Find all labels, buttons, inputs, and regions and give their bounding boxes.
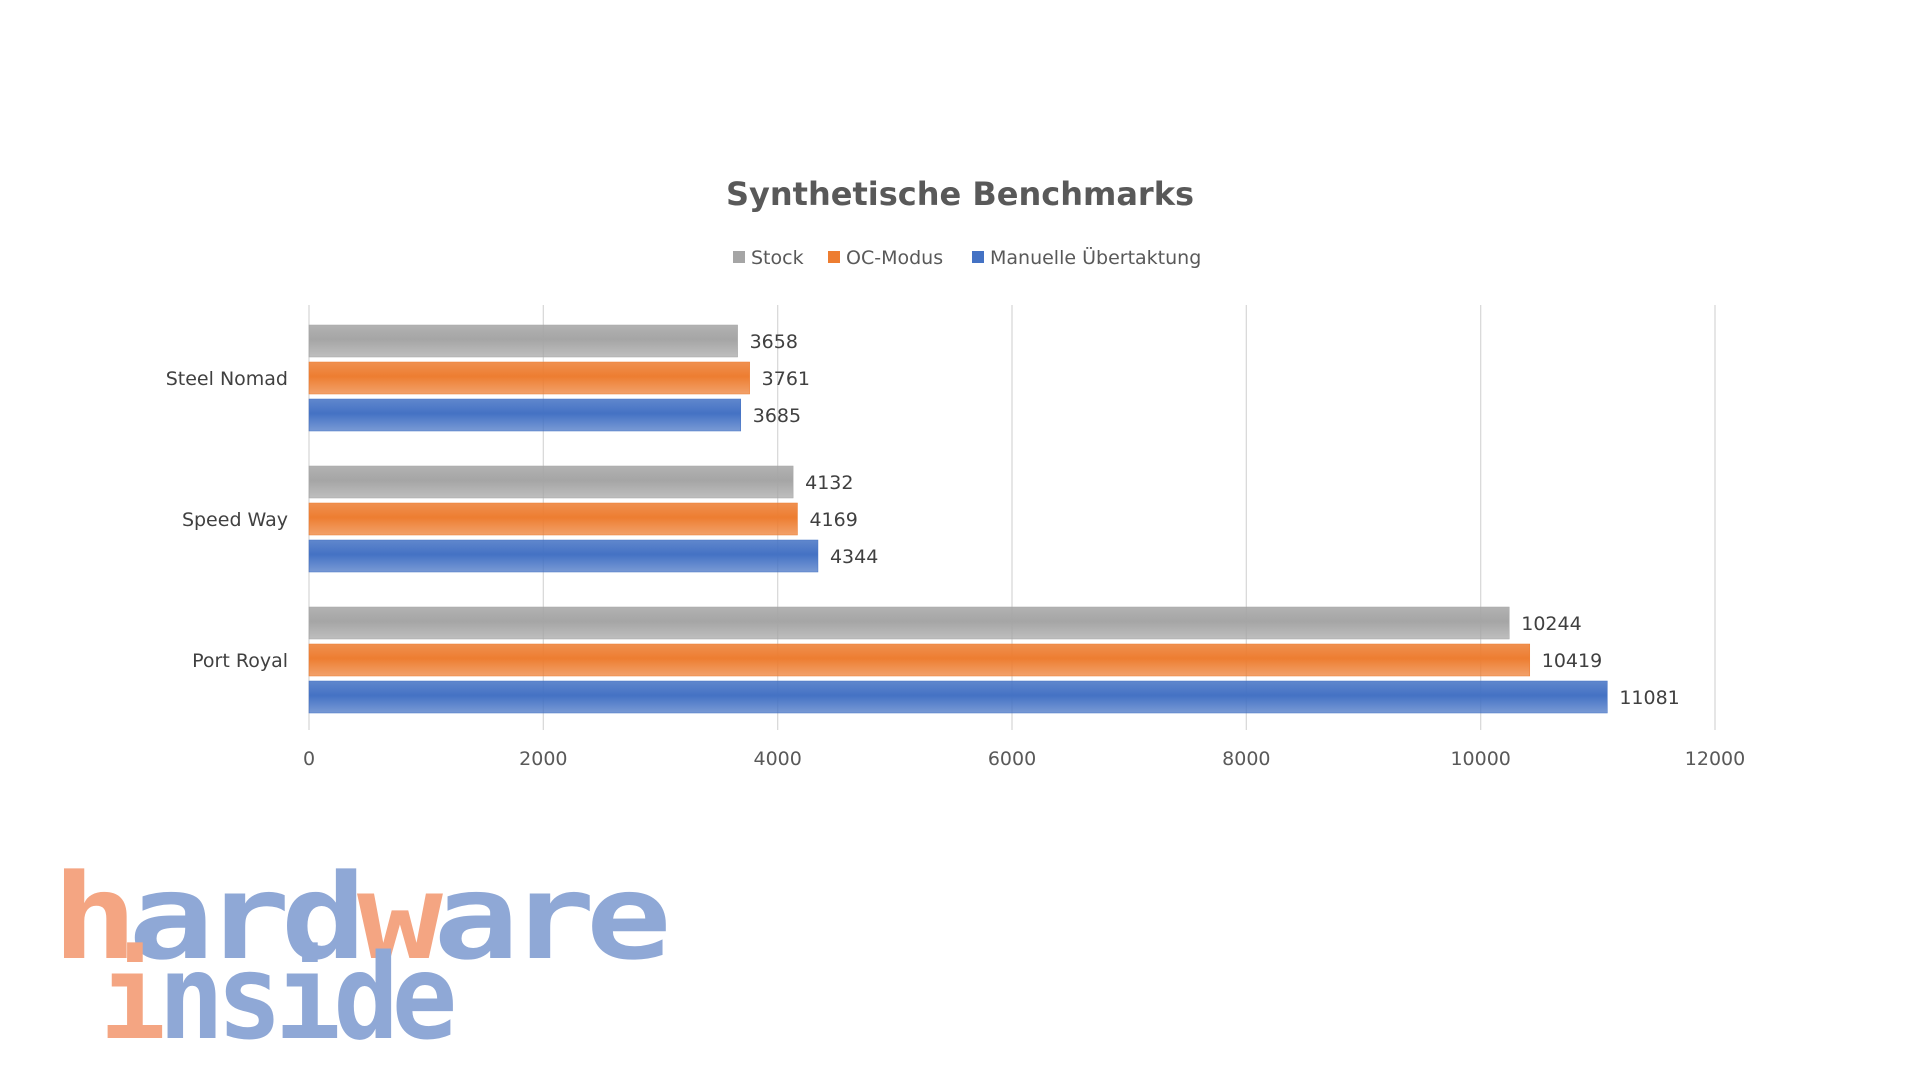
data-label-steel-nomad-manuelle-bertaktung: 3685 (753, 405, 801, 427)
category-label-speed-way: Speed Way (182, 509, 288, 531)
category-labels: Steel Nomad Speed Way Port Royal (166, 368, 288, 672)
bar-steel-nomad-manuelle-bertaktung (308, 398, 742, 432)
data-label-port-royal-manuelle-bertaktung: 11081 (1619, 687, 1679, 709)
legend-swatch-oc-modus (828, 251, 840, 263)
x-tick-label-6000: 6000 (988, 748, 1036, 770)
legend-label-manuelle-bertaktung: Manuelle Übertaktung (990, 246, 1201, 269)
x-axis-tick-labels: 0 2000 4000 6000 8000 10000 12000 (303, 748, 1745, 770)
bar-port-royal-manuelle-bertaktung (308, 680, 1608, 714)
x-tick-label-0: 0 (303, 748, 315, 770)
bar-port-royal-stock (308, 606, 1510, 640)
data-label-speed-way-stock: 4132 (805, 472, 853, 494)
data-label-speed-way-oc-modus: 4169 (809, 509, 857, 531)
bar-steel-nomad-oc-modus (308, 361, 750, 395)
x-tick-label-8000: 8000 (1222, 748, 1270, 770)
bar-port-royal-oc-modus (308, 643, 1531, 677)
data-label-steel-nomad-stock: 3658 (750, 331, 798, 353)
chart-title: Synthetische Benchmarks (726, 175, 1194, 213)
x-tick-label-4000: 4000 (753, 748, 801, 770)
category-label-port-royal: Port Royal (192, 650, 288, 672)
x-tick-label-2000: 2000 (519, 748, 567, 770)
hardware-inside-logo: h ar d w are inside (52, 866, 672, 1046)
data-label-port-royal-oc-modus: 10419 (1542, 650, 1602, 672)
x-tick-label-10000: 10000 (1450, 748, 1510, 770)
legend-swatch-manuelle-bertaktung (972, 251, 984, 263)
chart-legend: Stock OC-Modus Manuelle Übertaktung (733, 246, 1201, 269)
data-label-steel-nomad-oc-modus: 3761 (762, 368, 810, 390)
legend-swatch-stock (733, 251, 745, 263)
bar-speed-way-manuelle-bertaktung (308, 539, 819, 573)
bar-speed-way-oc-modus (308, 502, 798, 536)
legend-label-stock: Stock (751, 247, 804, 269)
data-label-port-royal-stock: 10244 (1521, 613, 1581, 635)
logo-word-hardware: h ar d w are (52, 866, 667, 986)
category-label-steel-nomad: Steel Nomad (166, 368, 288, 390)
legend-label-oc-modus: OC-Modus (846, 247, 943, 269)
data-label-speed-way-manuelle-bertaktung: 4344 (830, 546, 878, 568)
bar-speed-way-stock (308, 465, 794, 499)
data-labels: 3658 3761 3685 4132 4169 4344 10244 10419 11081 (750, 331, 1680, 709)
chart-bars (308, 324, 1608, 714)
x-tick-label-12000: 12000 (1685, 748, 1745, 770)
logo-word-inside: inside (100, 928, 454, 1046)
bar-steel-nomad-stock (308, 324, 738, 358)
